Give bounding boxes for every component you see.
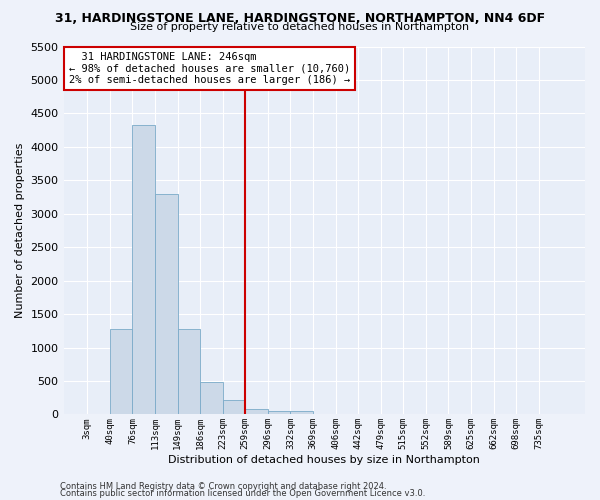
Text: 31 HARDINGSTONE LANE: 246sqm
← 98% of detached houses are smaller (10,760)
2% of: 31 HARDINGSTONE LANE: 246sqm ← 98% of de…	[69, 52, 350, 85]
Bar	[245, 408, 268, 414]
Bar	[155, 194, 178, 414]
Bar	[268, 410, 290, 414]
Bar	[110, 330, 133, 414]
X-axis label: Distribution of detached houses by size in Northampton: Distribution of detached houses by size …	[169, 455, 480, 465]
Text: Contains HM Land Registry data © Crown copyright and database right 2024.: Contains HM Land Registry data © Crown c…	[60, 482, 386, 491]
Bar	[178, 329, 200, 414]
Bar	[290, 410, 313, 414]
Text: Contains public sector information licensed under the Open Government Licence v3: Contains public sector information licen…	[60, 489, 425, 498]
Bar	[133, 125, 155, 414]
Y-axis label: Number of detached properties: Number of detached properties	[15, 143, 25, 318]
Bar	[200, 382, 223, 414]
Bar	[223, 400, 245, 414]
Text: Size of property relative to detached houses in Northampton: Size of property relative to detached ho…	[130, 22, 470, 32]
Text: 31, HARDINGSTONE LANE, HARDINGSTONE, NORTHAMPTON, NN4 6DF: 31, HARDINGSTONE LANE, HARDINGSTONE, NOR…	[55, 12, 545, 26]
